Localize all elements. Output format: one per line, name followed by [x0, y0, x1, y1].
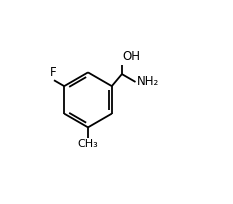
- Text: CH₃: CH₃: [78, 139, 98, 149]
- Text: F: F: [50, 67, 57, 79]
- Text: OH: OH: [123, 50, 141, 63]
- Text: NH₂: NH₂: [137, 75, 159, 88]
